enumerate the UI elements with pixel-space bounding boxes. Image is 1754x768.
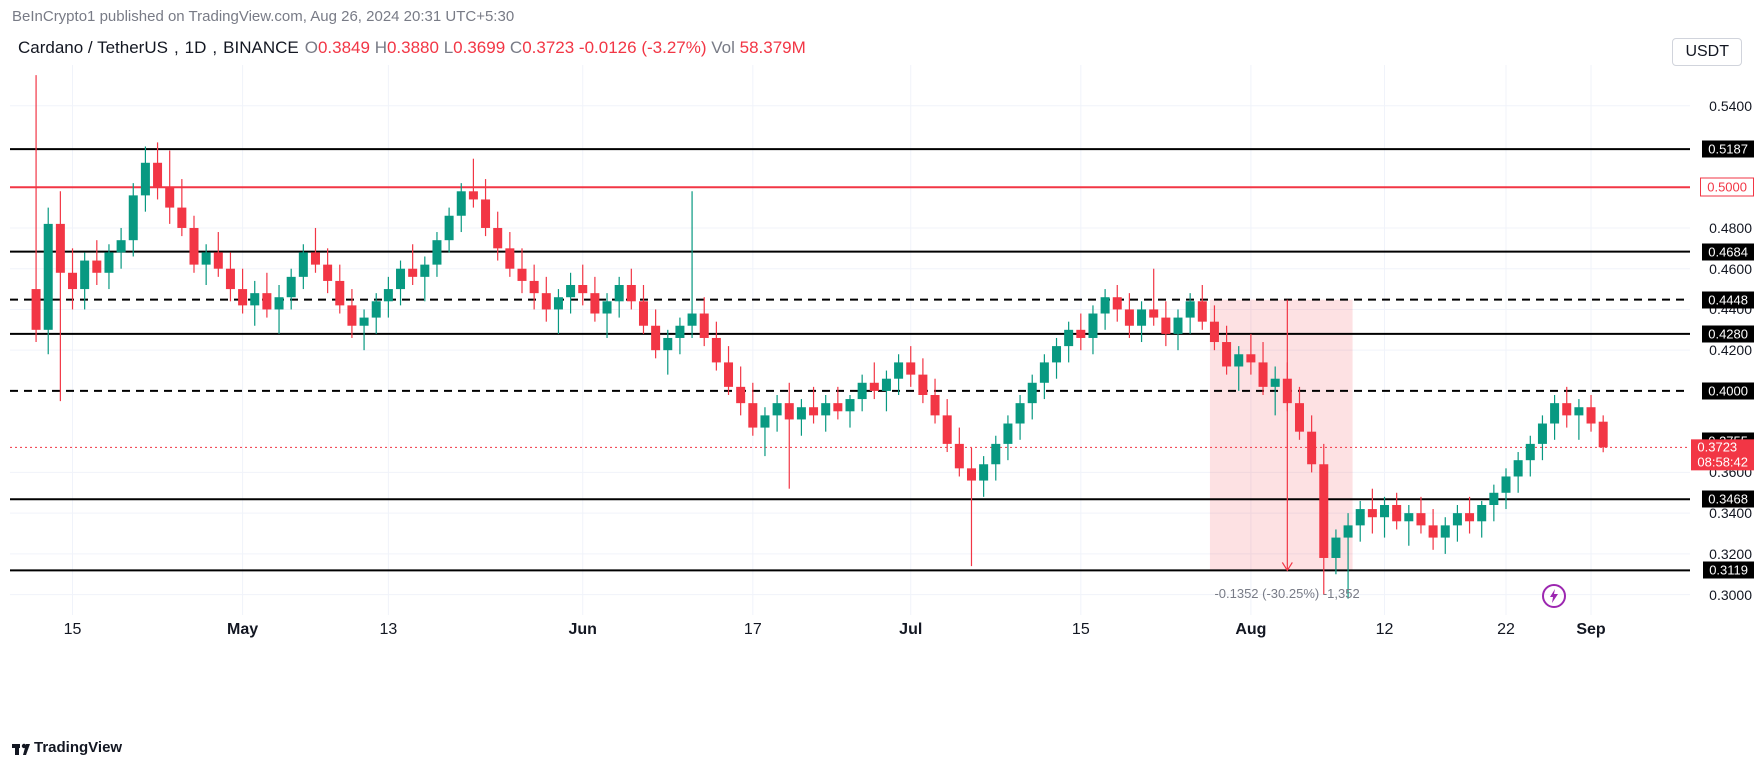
price-label: 0.4448 [1702,291,1754,308]
tradingview-logo[interactable]: TradingView [12,739,122,756]
x-tick: 17 [744,621,762,639]
last-price-label: 0.372308:58:42 [1691,440,1754,471]
ohlc-l: 0.3699 [453,38,505,57]
ohlc-row: Cardano / TetherUS , 1D , BINANCE O0.384… [18,38,806,58]
exchange: BINANCE [223,38,299,58]
price-label: 0.5187 [1702,141,1754,158]
x-tick: Jul [899,621,922,639]
tv-logo-icon [12,741,30,755]
x-tick: Sep [1576,621,1605,639]
x-tick: Jun [569,621,597,639]
publish-info: BeInCrypto1 published on TradingView.com… [12,8,514,25]
price-label: 0.3468 [1702,491,1754,508]
ohlc-change-pct: (-3.27%) [641,38,706,57]
chart-area[interactable] [10,65,1690,615]
ohlc-c: 0.3723 [522,38,574,57]
quote-currency-button[interactable]: USDT [1672,38,1742,66]
price-label: 0.4280 [1702,325,1754,342]
y-tick: 0.5400 [1690,98,1754,114]
x-tick: Aug [1235,621,1266,639]
measure-annotation: -0.1352 (-30.25%) -1,352 [1214,586,1359,601]
vol-value: 58.379M [740,38,806,57]
interval[interactable]: 1D [185,38,207,58]
price-label: 0.3119 [1703,562,1754,579]
price-scale[interactable]: 0.54000.48000.46000.44000.42000.36000.34… [1690,65,1754,615]
vol-label: Vol [711,38,735,57]
x-tick: 12 [1376,621,1394,639]
publish-text: published on TradingView.com, Aug 26, 20… [100,8,515,25]
y-tick: 0.4200 [1690,342,1754,358]
price-label: 0.5000 [1700,178,1754,197]
tradingview-label: TradingView [34,739,122,756]
y-tick: 0.4600 [1690,261,1754,277]
x-tick: 13 [379,621,397,639]
x-tick: 15 [1072,621,1090,639]
y-tick: 0.3200 [1690,546,1754,562]
ohlc-o: 0.3849 [318,38,370,57]
x-tick: 15 [64,621,82,639]
author: BeInCrypto1 [12,8,95,25]
x-tick: 22 [1497,621,1515,639]
y-tick: 0.3000 [1690,587,1754,603]
chart-svg [10,65,1690,615]
price-label: 0.4000 [1702,382,1754,399]
ohlc-h: 0.3880 [387,38,439,57]
x-tick: May [227,621,258,639]
ohlc-change: -0.0126 [579,38,637,57]
symbol[interactable]: Cardano / TetherUS [18,38,168,58]
time-axis[interactable]: 15 May 13 Jun 17 Jul 15 Aug 12 22 Sep [10,618,1690,648]
y-tick: 0.4800 [1690,220,1754,236]
price-label: 0.4684 [1702,243,1754,260]
